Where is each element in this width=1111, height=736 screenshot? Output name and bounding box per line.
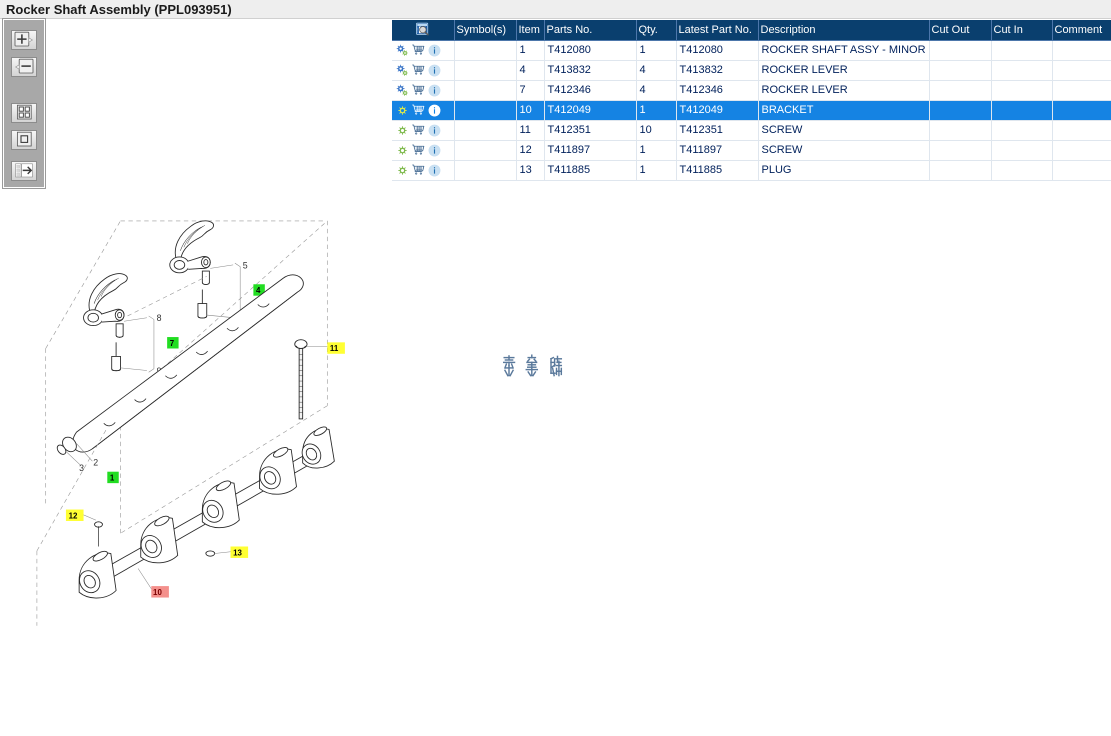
svg-text:8: 8 [157, 313, 162, 323]
svg-text:3: 3 [79, 463, 84, 473]
svg-text:13: 13 [233, 548, 242, 557]
svg-text:2: 2 [93, 458, 98, 468]
svg-text:5: 5 [243, 260, 248, 270]
svg-text:4: 4 [256, 286, 261, 295]
svg-text:10: 10 [153, 588, 162, 597]
svg-text:12: 12 [69, 511, 78, 520]
svg-text:1: 1 [110, 474, 115, 483]
svg-text:11: 11 [330, 344, 339, 353]
svg-text:7: 7 [170, 339, 175, 348]
